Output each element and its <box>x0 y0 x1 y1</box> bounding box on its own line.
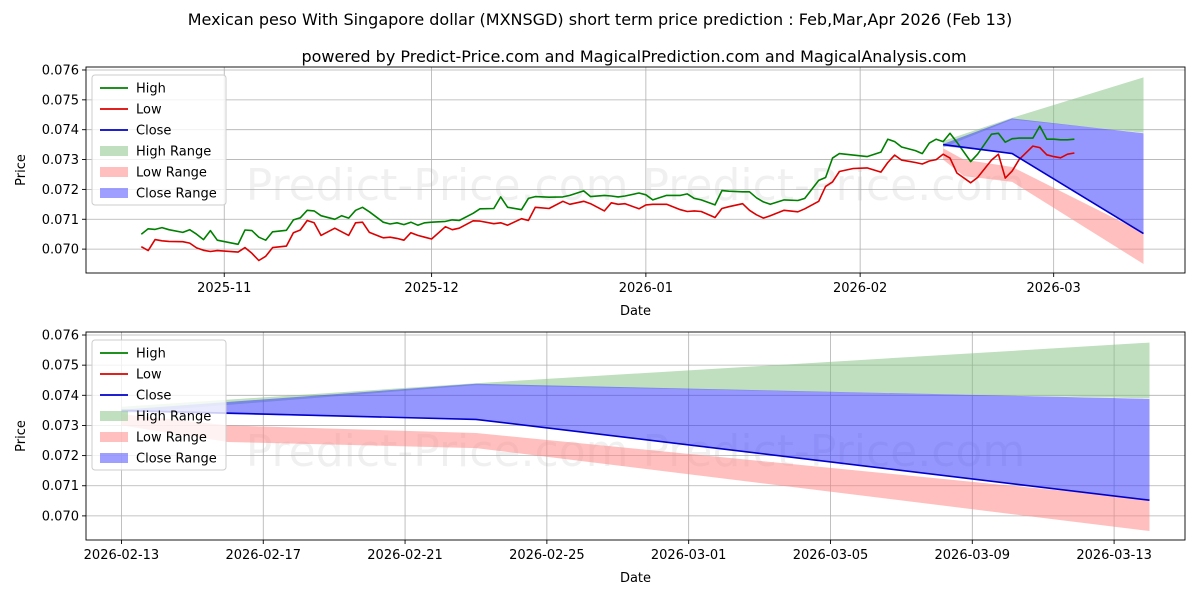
x-tick-label: 2026-03-05 <box>793 548 869 563</box>
y-tick-label: 0.075 <box>42 359 79 374</box>
legend-label-high-range: High Range <box>136 145 211 160</box>
y-tick-label: 0.072 <box>42 449 79 464</box>
watermark-text: Predict-Price.com Predict-Price.com <box>246 160 1025 211</box>
y-tick-label: 0.076 <box>42 329 79 344</box>
x-tick-label: 2026-02 <box>833 281 887 296</box>
close-series-line <box>121 409 1150 501</box>
legend-swatch-high-range <box>100 146 128 156</box>
legend-label-close-range: Close Range <box>136 187 217 202</box>
legend-label-close-range: Close Range <box>136 452 217 467</box>
y-tick-label: 0.072 <box>42 183 79 198</box>
close-series-line <box>942 143 1144 235</box>
top-panel: Predict-Price.com Predict-Price.com 2025-… <box>14 63 1186 319</box>
legend-label-low-range: Low Range <box>136 431 207 446</box>
legend-swatch-low-range <box>100 432 128 442</box>
y-tick-label: 0.073 <box>42 153 79 168</box>
y-tick-label: 0.070 <box>42 509 79 524</box>
x-tick-label: 2026-01 <box>619 281 673 296</box>
legend-label-high: High <box>136 82 166 97</box>
low-range-band <box>121 414 1150 531</box>
legend-swatch-low-range <box>100 167 128 177</box>
bottom-panel: Predict-Price.com Predict-Price.com2026-… <box>14 329 1186 586</box>
chart-subtitle: powered by Predict-Price.com and Magical… <box>301 47 966 66</box>
y-axis-label: Price <box>14 420 29 452</box>
y-tick-label: 0.070 <box>42 243 79 258</box>
low-series-line <box>140 145 1075 262</box>
legend-label-close: Close <box>136 389 171 404</box>
x-tick-label: 2026-03-01 <box>651 548 727 563</box>
x-axis-label: Date <box>620 304 651 319</box>
y-tick-label: 0.071 <box>42 479 79 494</box>
legend-label-low-range: Low Range <box>136 166 207 181</box>
x-tick-label: 2025-12 <box>404 281 458 296</box>
x-tick-label: 2026-02-25 <box>509 548 585 563</box>
x-tick-label: 2025-11 <box>197 281 251 296</box>
y-tick-label: 0.075 <box>42 93 79 108</box>
y-tick-label: 0.073 <box>42 419 79 434</box>
legend-swatch-close-range <box>100 453 128 463</box>
y-axis-label: Price <box>14 154 29 186</box>
y-tick-label: 0.071 <box>42 213 79 228</box>
legend: High Low Close High Range Low Range Close Ran… <box>91 74 227 206</box>
legend-label-close: Close <box>136 124 171 139</box>
axes-frame <box>85 66 1186 274</box>
x-axis-label: Date <box>620 571 651 586</box>
legend-label-low: Low <box>136 368 162 383</box>
low-range-band <box>943 148 1144 264</box>
y-tick-label: 0.074 <box>42 123 79 138</box>
legend-label-high: High <box>136 347 166 362</box>
legend-swatch-close-range <box>100 188 128 198</box>
close-range-band <box>943 118 1144 234</box>
plot-area <box>121 342 1150 531</box>
close-range-band <box>121 383 1150 501</box>
x-tick-label: 2026-02-21 <box>367 548 443 563</box>
legend-label-high-range: High Range <box>136 410 211 425</box>
x-tick-label: 2026-03 <box>1027 281 1081 296</box>
high-range-band <box>121 342 1150 414</box>
legend-label-low: Low <box>136 103 162 118</box>
axes-frame <box>85 331 1186 541</box>
x-tick-label: 2026-03-13 <box>1076 548 1152 563</box>
x-tick-label: 2026-03-09 <box>935 548 1011 563</box>
high-range-band <box>943 77 1144 148</box>
y-tick-label: 0.074 <box>42 389 79 404</box>
x-tick-label: 2026-02-13 <box>84 548 160 563</box>
y-tick-label: 0.076 <box>42 63 79 78</box>
x-tick-label: 2026-02-17 <box>225 548 301 563</box>
legend-swatch-high-range <box>100 411 128 421</box>
legend: High Low Close High Range Low Range Close Ran… <box>91 339 227 471</box>
plot-area <box>140 77 1144 264</box>
chart-title: Mexican peso With Singapore dollar (MXNS… <box>188 10 1013 29</box>
high-series-line <box>140 125 1075 246</box>
